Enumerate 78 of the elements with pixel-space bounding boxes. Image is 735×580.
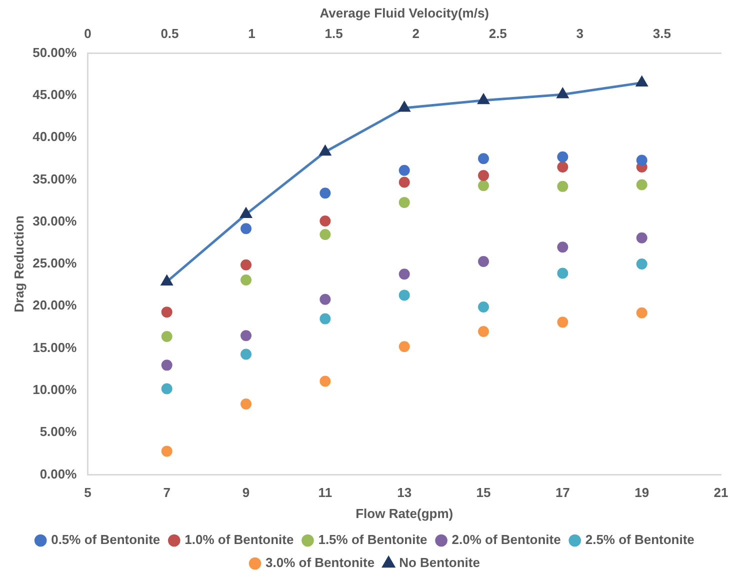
point [398,164,410,176]
x-tick-label: 13 [397,485,412,500]
x2-tick-label: 2.5 [488,26,507,41]
x-tick-label: 21 [714,485,728,500]
point [478,326,490,337]
point [557,316,568,328]
x2-tick-label: 1 [248,26,256,41]
point [161,360,172,371]
y-tick-label: 35.00% [32,171,78,186]
point [161,446,172,457]
legend-label: 1.0% of Bentonite [184,532,294,548]
point [478,180,490,192]
x2-tick-label: 1.5 [324,26,343,41]
y-tick-label: 45.00% [32,86,78,102]
y-tick-label: 15.00% [32,340,78,355]
legend-label: 0.5% of Bentonite [51,532,160,548]
point [320,376,331,387]
legend-label: 2.0% of Bentonite [452,532,561,548]
x2-tick-label: 3 [576,26,584,41]
legend-label: No Bentonite [399,555,480,570]
point [478,170,490,181]
y-tick-label: 5.00% [40,424,78,440]
point [557,242,568,253]
y-tick-label: 40.00% [32,129,78,144]
point [240,330,252,342]
legend-label: 3.0% of Bentonite [266,555,375,570]
legend-label: 1.5% of Bentonite [318,532,428,548]
x2-tick-label: 2 [412,26,420,41]
point [557,268,568,279]
point [320,188,331,199]
x-tick-label: 19 [634,485,650,500]
point [161,331,172,342]
point [161,383,172,394]
point [478,256,490,267]
x-tick-label: 15 [476,485,491,500]
point [398,176,410,188]
point [557,180,568,192]
x-tick-label: 9 [242,485,250,500]
y-tick-label: 25.00% [32,256,78,271]
point [240,223,252,234]
x-tick-label: 7 [163,485,170,500]
point [240,398,252,410]
y-tick-label: 50.00% [32,44,78,60]
y-axis-title: Drag Reduction [11,216,26,312]
x-tick-label: 17 [555,485,570,500]
point [636,307,648,318]
point [240,274,252,286]
x-axis-title: Flow Rate(gpm) [356,506,454,521]
point [636,154,648,166]
y-tick-label: 10.00% [32,382,78,398]
x-tick-label: 11 [318,485,332,500]
y-tick-label: 30.00% [32,213,78,228]
point [398,341,410,352]
point [398,290,410,301]
legend-label: 2.5% of Bentonite [585,532,694,548]
point [161,306,172,318]
point [557,162,568,173]
point [398,196,410,208]
point [398,268,410,280]
point [240,348,252,360]
point [320,313,331,324]
x2-axis-title: Average Fluid Velocity(m/s) [320,5,489,20]
point [636,258,648,270]
point [636,232,648,244]
point [240,259,252,270]
x2-tick-label: 0 [84,26,92,41]
y-tick-label: 0.00% [40,466,78,482]
y-tick-label: 20.00% [32,298,78,313]
point [320,294,331,305]
point [557,151,568,162]
point [478,153,490,164]
point [320,228,331,240]
x2-tick-label: 0.5 [160,26,179,41]
point [478,302,490,313]
x-tick-label: 5 [84,485,92,500]
x2-tick-label: 3.5 [652,26,671,41]
point [636,179,648,190]
point [320,215,331,226]
